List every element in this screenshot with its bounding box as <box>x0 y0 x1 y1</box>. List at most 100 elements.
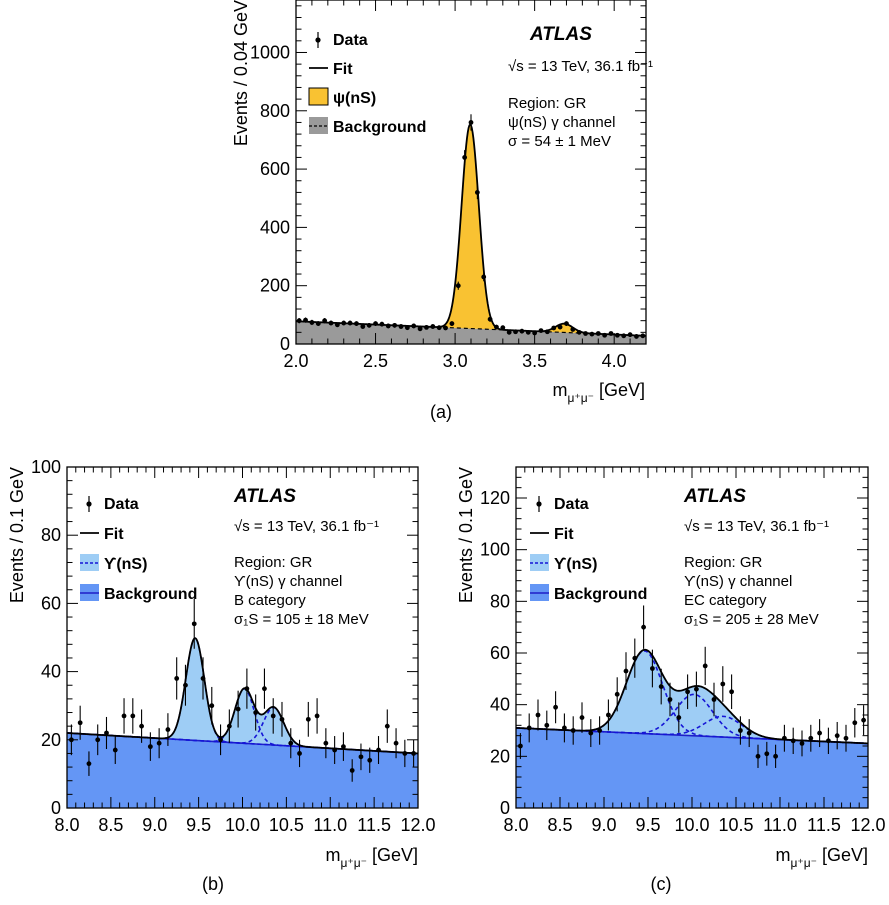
legend-label: Background <box>333 119 426 136</box>
signal-area <box>516 649 868 744</box>
data-point <box>165 727 171 732</box>
data-point <box>799 741 805 746</box>
data-point <box>481 274 487 280</box>
info-line: σ = 54 ± 1 MeV <box>508 133 611 150</box>
x-axis-label-unit: [GeV] <box>599 380 645 400</box>
y-tick-label: 100 <box>480 540 510 560</box>
legend-label: Fit <box>104 526 124 543</box>
x-tick-label: 12.0 <box>400 815 435 835</box>
plot-area <box>296 114 646 344</box>
data-point <box>834 733 840 739</box>
data-point <box>121 713 127 719</box>
data-point <box>667 697 673 702</box>
x-tick-label: 2.5 <box>363 351 388 371</box>
legend-signal-symbol <box>308 87 329 106</box>
data-point <box>86 761 92 767</box>
data-point <box>614 691 620 697</box>
x-tick-label: 9.5 <box>635 815 660 835</box>
y-axis-label: Events / 0.1 GeV <box>7 467 27 603</box>
y-tick-label: 0 <box>51 798 61 818</box>
panel-caption: (c) <box>651 874 672 894</box>
legend-label: Background <box>104 586 197 603</box>
data-point <box>358 754 364 760</box>
data-point <box>354 321 359 326</box>
data-point <box>314 713 320 719</box>
data-point <box>826 738 831 744</box>
data-point <box>95 737 101 743</box>
data-point <box>367 757 373 763</box>
data-point <box>658 684 664 689</box>
plot-area <box>67 598 418 808</box>
x-tick-label: 8.0 <box>503 815 528 835</box>
data-point <box>244 686 250 692</box>
data-point <box>506 329 512 335</box>
legend: Data Fit ψ(nS) Background <box>308 32 426 136</box>
background-area <box>516 727 868 808</box>
x-tick-label: 3.0 <box>443 351 468 371</box>
data-point <box>597 728 602 733</box>
data-point <box>685 689 690 695</box>
signal-area <box>67 638 418 754</box>
data-point <box>557 324 563 330</box>
x-tick-label: 2.0 <box>283 351 308 371</box>
data-point <box>328 320 334 326</box>
data-point <box>191 621 197 627</box>
data-point <box>449 321 455 326</box>
data-point <box>746 730 752 736</box>
legend-label: Data <box>554 496 589 513</box>
legend-background-symbol <box>309 117 328 134</box>
legend-label: Fit <box>333 61 353 78</box>
data-point <box>303 317 308 323</box>
data-point <box>544 329 550 335</box>
data-point <box>366 322 372 328</box>
x-tick-label: 4.0 <box>602 351 627 371</box>
data-point <box>323 740 329 746</box>
data-point <box>579 715 585 720</box>
background-area <box>296 321 646 344</box>
data-point <box>334 322 340 328</box>
data-point <box>174 676 180 681</box>
x-tick-label: 9.5 <box>186 815 211 835</box>
x-tick-label: 10.5 <box>718 815 753 835</box>
data-point <box>773 753 778 759</box>
data-point <box>606 712 611 718</box>
data-point <box>262 686 267 692</box>
data-point <box>553 704 558 710</box>
legend-label: Background <box>554 586 647 603</box>
panel-caption: (a) <box>430 402 452 422</box>
data-point <box>384 723 390 729</box>
x-axis-label-main: m <box>325 845 340 865</box>
y-tick-label: 0 <box>500 798 510 818</box>
data-point <box>349 768 355 773</box>
data-point <box>843 735 849 741</box>
data-point <box>614 332 620 338</box>
data-point <box>782 735 787 741</box>
legend-label: Fit <box>554 526 574 543</box>
legend-data-symbol <box>536 501 542 507</box>
data-point <box>755 753 761 759</box>
y-tick-label: 600 <box>260 159 290 179</box>
data-point <box>112 747 118 753</box>
data-point <box>279 716 285 722</box>
legend: Data Fit ϒ(nS) Background <box>530 496 647 603</box>
info-line: B category <box>234 592 306 609</box>
data-point <box>526 725 532 731</box>
data-point <box>443 325 448 331</box>
data-point <box>852 720 858 726</box>
data-point <box>711 697 717 702</box>
y-tick-label: 800 <box>260 101 290 121</box>
data-point <box>650 666 655 671</box>
y-tick-label: 20 <box>41 730 61 750</box>
data-point <box>525 329 531 335</box>
data-point <box>861 717 866 723</box>
legend-data-symbol <box>315 37 321 43</box>
legend-label: Data <box>104 496 139 513</box>
x-tick-label: 10.0 <box>674 815 709 835</box>
data-point <box>640 333 646 339</box>
data-point <box>309 320 315 325</box>
data-point <box>494 324 499 330</box>
data-point <box>147 744 153 750</box>
data-point <box>474 190 480 195</box>
data-point <box>411 323 417 329</box>
